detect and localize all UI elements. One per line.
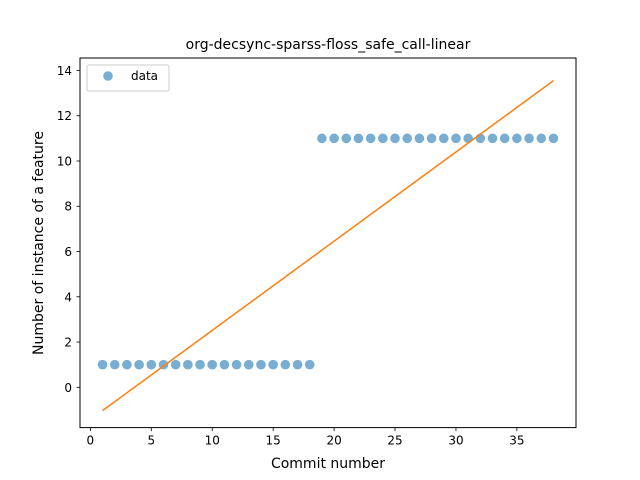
data-point bbox=[122, 359, 132, 370]
data-point bbox=[414, 133, 425, 144]
data-point bbox=[109, 359, 120, 370]
y-tick-label: 6 bbox=[64, 245, 72, 259]
data-point bbox=[463, 133, 473, 144]
x-tick-label: 5 bbox=[147, 434, 155, 448]
data-point bbox=[256, 359, 266, 370]
x-tick-label: 10 bbox=[205, 434, 220, 448]
data-point bbox=[231, 359, 242, 370]
legend-marker bbox=[103, 71, 113, 81]
y-tick-label: 14 bbox=[57, 64, 72, 78]
data-point bbox=[390, 133, 400, 144]
fit-line bbox=[102, 80, 554, 412]
data-point bbox=[292, 359, 303, 370]
data-point bbox=[451, 133, 461, 144]
y-tick-label: 4 bbox=[64, 290, 72, 304]
x-tick-label: 25 bbox=[387, 434, 402, 448]
data-point bbox=[146, 359, 157, 370]
y-axis-ticks: 0 2 4 6 8 10 12 14 bbox=[57, 64, 80, 395]
y-tick-label: 0 bbox=[64, 381, 72, 395]
data-point bbox=[183, 359, 193, 370]
data-point bbox=[243, 359, 254, 370]
y-tick-label: 2 bbox=[64, 336, 72, 350]
legend: data bbox=[86, 64, 170, 92]
data-point bbox=[317, 133, 327, 144]
data-point bbox=[97, 359, 108, 370]
plot-area bbox=[97, 80, 559, 412]
data-point bbox=[512, 133, 522, 144]
data-point bbox=[536, 133, 547, 144]
axes-frame bbox=[79, 57, 577, 429]
data-point bbox=[499, 133, 510, 144]
y-axis-label: Number of instance of a feature bbox=[31, 131, 47, 355]
x-axis-ticks: 0 5 10 15 20 25 30 35 bbox=[87, 427, 525, 448]
data-point bbox=[134, 359, 144, 370]
data-point bbox=[426, 133, 437, 144]
data-point bbox=[402, 133, 413, 144]
x-tick-label: 30 bbox=[448, 434, 463, 448]
data-point bbox=[219, 359, 230, 370]
data-point bbox=[548, 133, 559, 144]
y-tick-label: 10 bbox=[57, 154, 72, 168]
legend-label: data bbox=[131, 69, 158, 83]
data-point bbox=[268, 359, 278, 370]
data-point bbox=[195, 359, 205, 370]
data-point bbox=[341, 133, 352, 144]
data-point bbox=[524, 133, 534, 144]
data-point bbox=[207, 359, 218, 370]
x-axis-label: Commit number bbox=[271, 456, 385, 472]
x-tick-label: 0 bbox=[87, 434, 95, 448]
data-point bbox=[378, 133, 388, 144]
data-point bbox=[353, 133, 364, 144]
y-tick-label: 8 bbox=[64, 200, 72, 214]
x-tick-label: 15 bbox=[266, 434, 281, 448]
chart-title: org-decsync-sparss-floss_safe_call-linea… bbox=[186, 37, 471, 53]
y-tick-label: 12 bbox=[57, 109, 72, 123]
data-point bbox=[170, 359, 181, 370]
x-tick-label: 35 bbox=[509, 434, 524, 448]
data-point bbox=[365, 133, 376, 144]
data-point bbox=[304, 359, 315, 370]
data-point bbox=[487, 133, 498, 144]
data-point bbox=[280, 359, 291, 370]
data-point bbox=[329, 133, 339, 144]
x-tick-label: 20 bbox=[326, 434, 341, 448]
data-point bbox=[438, 133, 449, 144]
